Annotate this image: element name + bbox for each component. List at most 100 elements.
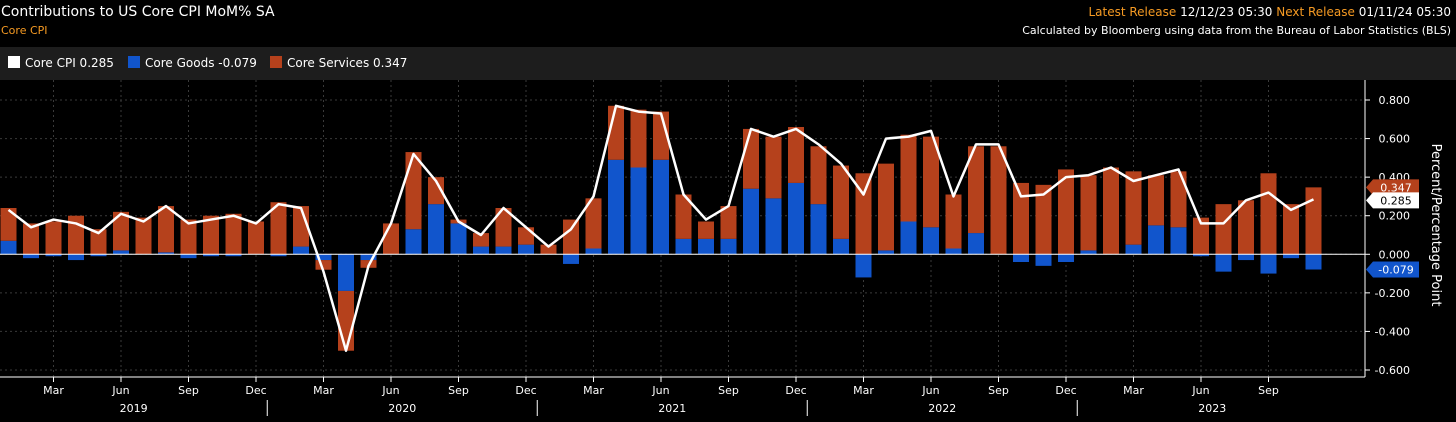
bar-core-goods <box>1260 254 1277 274</box>
bar-core-services <box>990 146 1007 255</box>
bar-core-services <box>158 206 174 253</box>
x-tick-label: Mar <box>583 384 604 397</box>
bar-core-goods <box>720 238 737 255</box>
bar-core-services <box>563 219 579 255</box>
legend-swatch-core-goods <box>128 56 140 68</box>
x-tick-label: Sep <box>178 384 199 397</box>
bar-core-services <box>630 109 647 168</box>
bar-core-services <box>945 194 962 249</box>
bar-core-goods <box>90 254 107 257</box>
bar-core-goods <box>360 254 377 261</box>
bar-core-services <box>270 202 287 255</box>
legend-swatch-core-cpi <box>8 56 20 68</box>
bar-core-services <box>1125 171 1142 245</box>
bar-core-services <box>968 146 984 234</box>
bar-core-services <box>338 290 354 351</box>
last-value-pointer <box>1366 192 1373 209</box>
legend-item-core-goods[interactable]: Core Goods -0.079 <box>128 56 257 70</box>
x-tick-label: Jun <box>1191 384 1209 397</box>
y-tick-label: 0.200 <box>1379 210 1411 223</box>
bar-core-goods <box>23 254 39 259</box>
bar-core-services <box>878 163 894 251</box>
bar-core-services <box>518 227 534 245</box>
latest-release-value: 12/12/23 05:30 <box>1180 5 1273 19</box>
legend-item-core-cpi[interactable]: Core CPI 0.285 <box>8 56 114 70</box>
bar-core-services <box>698 221 714 239</box>
bar-core-services <box>833 165 849 239</box>
bar-core-services <box>405 152 422 230</box>
bar-core-services <box>383 223 399 255</box>
bar-core-services <box>810 146 827 205</box>
bar-core-services <box>135 217 152 255</box>
last-value-pointer <box>1366 179 1373 196</box>
bar-core-goods <box>158 252 174 255</box>
bar-core-services <box>900 134 917 222</box>
bar-core-services <box>1035 184 1052 255</box>
bar-core-goods <box>180 254 197 259</box>
x-tick-label: Dec <box>515 384 536 397</box>
bar-core-goods <box>270 254 287 257</box>
legend-item-core-services[interactable]: Core Services 0.347 <box>270 56 407 70</box>
bar-core-services <box>1170 171 1187 228</box>
bar-core-goods <box>743 188 759 255</box>
bar-core-goods <box>225 254 242 257</box>
year-labels: 2019 2020 2021 2022 2023 <box>120 400 1226 416</box>
bar-core-services <box>1148 175 1164 226</box>
bar-core-services <box>23 223 39 255</box>
last-value-pointer <box>1366 261 1373 278</box>
bar-core-goods <box>1080 250 1097 255</box>
last-value-label: -0.079 <box>1378 264 1413 277</box>
x-tick-label: Mar <box>43 384 64 397</box>
bar-core-goods <box>0 240 17 255</box>
bar-core-goods <box>608 159 624 255</box>
bar-core-goods <box>968 233 984 255</box>
bar-core-goods <box>1013 254 1029 262</box>
y-tick-label: -0.600 <box>1375 364 1410 377</box>
bar-core-services <box>765 136 782 199</box>
year-label: 2019 <box>120 402 148 415</box>
bar-core-goods <box>338 254 354 291</box>
bar-core-services <box>675 194 692 239</box>
bar-core-goods <box>1215 254 1232 272</box>
last-value-label: 0.285 <box>1380 194 1412 207</box>
bar-core-goods <box>1035 254 1052 266</box>
bar-core-services <box>923 136 939 228</box>
bar-core-goods <box>1305 254 1322 270</box>
year-label: 2021 <box>658 402 686 415</box>
x-tick-label: Dec <box>245 384 266 397</box>
bar-core-services <box>248 221 264 255</box>
bar-core-goods <box>855 254 872 278</box>
bar-core-goods <box>45 254 62 257</box>
last-value-badge <box>1373 192 1419 209</box>
next-release-value: 01/11/24 05:30 <box>1358 5 1451 19</box>
bar-core-goods <box>585 248 602 255</box>
x-tick-label: Sep <box>448 384 469 397</box>
bar-core-goods <box>518 244 534 255</box>
y-ticks: 0.8000.6000.4000.2000.000-0.200-0.400-0.… <box>1365 94 1410 377</box>
bar-core-goods <box>675 238 692 255</box>
bar-core-services <box>585 198 602 249</box>
bar-core-services <box>1238 200 1254 255</box>
x-tick-label: Jun <box>921 384 939 397</box>
x-axis-band <box>0 377 1365 422</box>
x-tick-label: Dec <box>785 384 806 397</box>
bar-core-services <box>473 233 489 247</box>
legend-label-core-cpi: Core CPI 0.285 <box>25 56 114 70</box>
bar-core-goods <box>630 167 647 255</box>
bar-core-services <box>1260 173 1277 255</box>
bar-core-services <box>113 211 129 251</box>
bar-core-goods <box>203 254 219 257</box>
bar-core-services <box>495 208 512 247</box>
bar-core-services <box>45 221 62 255</box>
bar-core-goods <box>1283 254 1299 259</box>
last-value-label: 0.347 <box>1380 181 1412 194</box>
bar-core-goods <box>1193 254 1209 257</box>
bar-core-services <box>1058 169 1074 255</box>
bar-core-services <box>1103 167 1119 255</box>
bar-core-goods <box>495 246 512 255</box>
x-tick-label: Mar <box>1123 384 1144 397</box>
x-tick-label: Mar <box>853 384 874 397</box>
bar-core-goods <box>788 182 804 255</box>
bar-core-goods <box>473 246 489 255</box>
